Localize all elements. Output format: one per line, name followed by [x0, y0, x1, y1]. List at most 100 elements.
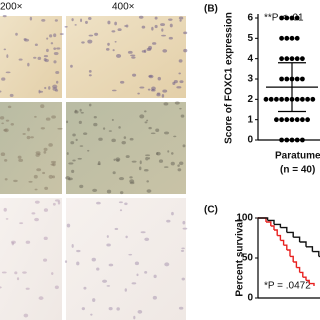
cell-nucleus [163, 131, 170, 135]
cell-nucleus [144, 237, 150, 241]
cell-nucleus [53, 47, 57, 50]
cell-nucleus [26, 135, 31, 140]
cell-nucleus [51, 115, 56, 119]
cell-nucleus [18, 58, 23, 61]
cell-nucleus [174, 101, 180, 105]
cell-nucleus [79, 108, 82, 112]
cell-nucleus [145, 156, 149, 161]
cell-nucleus [153, 274, 157, 279]
survival-step [267, 219, 275, 225]
cell-nucleus [1, 271, 7, 274]
cell-nucleus [11, 240, 16, 244]
cell-nucleus [148, 126, 152, 130]
cell-nucleus [9, 93, 14, 98]
cell-nucleus [152, 295, 157, 300]
cell-nucleus [172, 81, 176, 86]
cell-nucleus [71, 169, 75, 174]
data-point [284, 35, 290, 41]
cell-nucleus [179, 80, 184, 84]
cell-nucleus [37, 153, 41, 156]
cell-nucleus [76, 261, 80, 266]
data-point [284, 76, 290, 82]
image-tile [0, 16, 62, 98]
cell-nucleus [178, 306, 184, 310]
cell-nucleus [134, 261, 140, 266]
survival-step [293, 261, 298, 268]
image-tile [0, 198, 62, 320]
x-tick-label: Paratume [275, 151, 320, 162]
data-point [294, 35, 300, 41]
cell-nucleus [162, 49, 168, 53]
survival-step [299, 241, 307, 247]
cell-nucleus [0, 152, 6, 157]
data-point [274, 117, 279, 123]
cell-nucleus [112, 49, 115, 52]
cell-nucleus [183, 31, 188, 35]
cell-nucleus [80, 111, 84, 114]
cell-nucleus [143, 169, 149, 172]
cell-nucleus [154, 16, 158, 20]
cell-nucleus [66, 120, 69, 124]
cell-nucleus [17, 155, 22, 159]
cell-nucleus [162, 89, 168, 93]
cell-nucleus [40, 127, 46, 130]
cell-nucleus [116, 307, 120, 311]
data-point [279, 76, 284, 82]
y-tick-label: 0 [247, 135, 253, 146]
data-point [263, 96, 269, 102]
cell-nucleus [177, 164, 180, 167]
cell-nucleus [25, 240, 31, 244]
cell-nucleus [64, 25, 68, 28]
cell-nucleus [107, 20, 111, 25]
cell-nucleus [121, 140, 126, 145]
cell-nucleus [156, 151, 161, 156]
cell-nucleus [150, 132, 156, 135]
cell-nucleus [160, 23, 166, 26]
cell-nucleus [117, 28, 122, 32]
cell-nucleus [161, 28, 164, 32]
data-point [279, 117, 284, 123]
survival-step [280, 239, 285, 246]
cell-nucleus [182, 227, 188, 230]
cell-nucleus [66, 223, 71, 228]
cell-nucleus [42, 171, 46, 175]
cell-nucleus [52, 202, 56, 206]
cell-nucleus [4, 158, 8, 162]
cell-nucleus [57, 127, 63, 130]
cell-nucleus [119, 191, 124, 195]
cell-nucleus [118, 201, 123, 204]
data-point [300, 137, 305, 143]
cell-nucleus [146, 189, 152, 193]
cell-nucleus [176, 86, 182, 89]
cell-nucleus [125, 235, 128, 239]
data-point [289, 137, 295, 143]
survival-step [299, 271, 304, 278]
column-label: 400× [112, 2, 135, 13]
survival-step [280, 226, 288, 233]
cell-nucleus [75, 138, 78, 142]
survival-step [296, 266, 301, 273]
data-point [279, 35, 284, 41]
cell-nucleus [148, 45, 153, 50]
cell-nucleus [169, 23, 173, 28]
cell-nucleus [166, 219, 171, 223]
cell-nucleus [108, 307, 113, 311]
cell-nucleus [138, 15, 144, 19]
cell-nucleus [33, 56, 37, 59]
cell-nucleus [0, 90, 2, 93]
cell-nucleus [119, 209, 123, 212]
data-point [300, 56, 305, 62]
cell-nucleus [150, 89, 156, 92]
cell-nucleus [85, 20, 88, 24]
survival-step [286, 249, 291, 257]
cell-nucleus [38, 296, 44, 300]
cell-nucleus [59, 33, 64, 36]
y-tick-label: 50 [242, 253, 254, 264]
cell-nucleus [81, 41, 85, 44]
cell-nucleus [90, 313, 93, 316]
cell-nucleus [155, 128, 160, 132]
cell-nucleus [181, 277, 186, 281]
cell-nucleus [34, 200, 40, 204]
data-point [294, 15, 300, 21]
cell-nucleus [132, 73, 137, 77]
